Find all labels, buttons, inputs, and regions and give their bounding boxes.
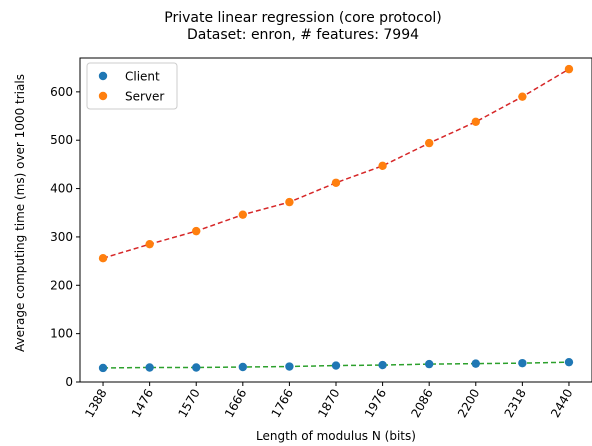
series-server-point [145, 239, 154, 249]
chart-title: Private linear regression (core protocol… [164, 10, 442, 26]
series-client-point [238, 362, 248, 372]
x-tick-label: 1666 [222, 387, 249, 420]
series-server-point [471, 117, 480, 127]
x-tick-label: 2318 [502, 387, 529, 420]
series-server-point [564, 64, 574, 74]
y-axis-label: Average computing time (ms) over 1000 tr… [13, 74, 27, 352]
plot-area: 0 100 200 300 400 500 600 1388 1476 1570 1666 1766 1… [50, 57, 592, 420]
legend-box [86, 62, 178, 110]
legend-label: Client [125, 70, 160, 84]
legend: Client Server [86, 62, 178, 110]
x-tick-label: 1570 [175, 387, 202, 420]
y-tick-label: 100 [50, 327, 73, 341]
x-tick-label: 1476 [129, 387, 156, 420]
x-tick-label: 1870 [315, 387, 342, 420]
x-axis-label: Length of modulus N (bits) [256, 429, 416, 443]
legend-marker [98, 91, 108, 101]
y-tick-label: 0 [65, 375, 73, 389]
series-server-point [378, 161, 387, 171]
series-server-fit-line [102, 68, 570, 259]
series-client-point [471, 359, 480, 368]
series-client-point [518, 358, 527, 368]
series-client-point [424, 359, 434, 369]
series-server-point [424, 138, 434, 148]
y-tick-label: 200 [50, 278, 73, 292]
series-client-point [285, 362, 294, 371]
series-server-point [331, 178, 341, 187]
x-tick-label: 2200 [455, 387, 482, 420]
y-tick-label: 300 [50, 230, 73, 244]
y-tick-label: 500 [50, 133, 73, 147]
y-tick-label: 400 [50, 182, 73, 196]
y-tick-label: 600 [50, 85, 73, 99]
legend-label: Server [125, 90, 164, 104]
series-client-point [98, 363, 108, 373]
x-tick-label: 1388 [82, 387, 109, 420]
x-tick-label: 2440 [548, 387, 575, 420]
legend-marker [98, 71, 108, 81]
x-tick-label: 1976 [362, 387, 389, 420]
series-server-point [285, 197, 294, 207]
series-client-point [145, 363, 154, 372]
series-server-point [192, 226, 201, 236]
series-client-point [378, 360, 387, 370]
series-server-point [518, 92, 527, 101]
series-server-point [238, 210, 248, 219]
chart-subtitle: Dataset: enron, # features: 7994 [187, 27, 419, 43]
series-client-point [192, 363, 201, 372]
series-client-point [564, 357, 574, 367]
x-tick-label: 1766 [269, 387, 296, 420]
series-server-point [98, 254, 108, 263]
series-client-point [331, 361, 341, 370]
x-tick-label: 2086 [408, 387, 435, 420]
